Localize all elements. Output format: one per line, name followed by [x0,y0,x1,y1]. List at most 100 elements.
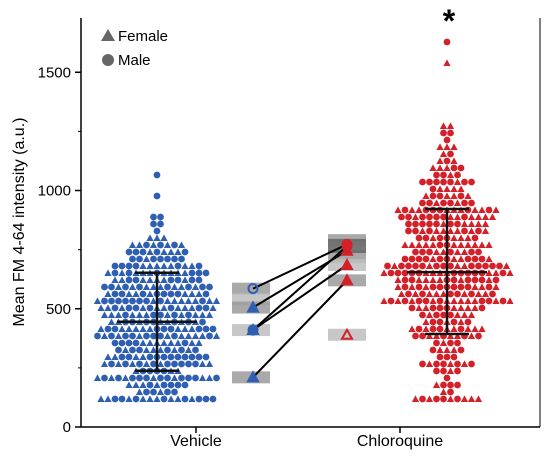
data-point-male [195,304,203,312]
data-point-female [485,269,493,276]
data-point-male [433,178,440,186]
data-point-female [450,297,458,304]
data-point-female [485,276,493,283]
data-point-female [446,171,455,178]
data-point-male [443,38,451,46]
data-point-female [443,143,451,150]
data-point-male [482,262,489,270]
data-point-female [506,297,514,304]
data-point-female [446,395,455,402]
data-point-female [467,227,476,234]
data-point-male [136,297,143,305]
data-point-male [202,395,210,403]
vehicle-animal-mean-female [246,300,260,313]
data-point-female [443,164,451,171]
data-point-male [426,220,433,228]
data-point-female [481,213,490,220]
data-point-male [118,339,126,347]
data-point-male [143,332,150,340]
data-point-female [128,283,137,290]
data-point-male [440,262,447,270]
data-point-female [429,255,437,262]
data-point-female [418,227,427,234]
data-point-female [408,206,416,213]
data-point-male [206,283,213,291]
data-point-male [132,339,140,347]
data-point-female [422,318,430,325]
data-point-female [118,276,126,283]
data-point-female [146,290,154,297]
data-point-female [209,304,217,311]
data-point-male [157,255,164,263]
data-point-male [450,276,458,284]
data-point-female [453,248,462,255]
chloroquine-animal-mean-male [341,240,353,252]
data-point-male [447,178,454,186]
data-point-female [446,227,455,234]
data-point-male [129,374,136,382]
data-point-male [440,178,447,186]
data-point-male [401,297,409,305]
data-point-male [174,353,182,361]
data-point-female [121,374,130,381]
data-point-female [188,304,196,311]
data-point-male [181,248,189,256]
data-point-male [118,353,126,361]
data-point-male [412,227,419,235]
data-point-male [450,283,458,291]
data-point-male [440,360,447,368]
data-point-male [419,332,426,340]
data-point-female [450,304,458,311]
chloroquine-unpaired-mean-female [340,327,354,340]
data-point-female [104,269,112,276]
data-point-male [401,206,409,214]
data-point-male [167,276,175,284]
data-point-male [468,178,475,186]
data-point-male [433,262,440,270]
data-point-male [195,262,203,270]
data-point-male [461,178,468,186]
data-point-male [136,283,143,291]
data-point-female [422,276,430,283]
data-point-male [468,248,475,256]
data-point-female [380,269,388,276]
data-point-female [195,339,203,346]
data-point-female [177,332,186,339]
data-point-male [440,213,447,221]
data-point-female [425,395,434,402]
data-point-male [412,332,419,340]
data-point-male [111,290,119,298]
data-point-male [468,360,475,368]
data-point-female [153,381,161,388]
data-point-male [475,262,482,270]
data-point-female [467,220,476,227]
data-point-male [405,213,412,221]
data-point-male [153,171,161,179]
data-point-female [198,374,207,381]
data-point-female [184,346,193,353]
data-point-male [415,297,423,305]
data-point-male [181,395,189,403]
data-point-male [405,220,412,228]
data-point-male [419,395,426,403]
data-point-male [405,290,412,298]
data-point-male [436,255,444,263]
data-point-female [153,262,161,269]
data-point-female [439,227,448,234]
legend-female-label: Female [118,28,168,45]
data-point-male [111,325,119,333]
data-point-female [163,332,172,339]
data-point-male [415,234,423,242]
cell-points [93,38,514,403]
data-point-female [415,206,423,213]
data-point-male [202,290,210,298]
data-point-male [185,360,192,368]
data-point-female [488,213,497,220]
data-point-female [471,241,479,248]
data-point-female [411,213,420,220]
triangle-icon [101,29,115,41]
data-point-male [433,367,440,375]
data-point-female [467,213,476,220]
data-point-female [443,346,451,353]
